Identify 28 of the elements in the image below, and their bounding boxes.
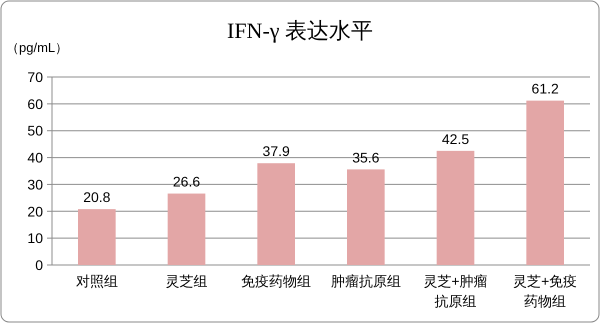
y-tick-label: 60 bbox=[27, 96, 44, 112]
y-tick-label: 0 bbox=[35, 257, 44, 273]
data-label: 26.6 bbox=[172, 174, 200, 190]
data-label: 61.2 bbox=[532, 80, 560, 97]
x-tick-label: 灵芝+免疫药物组 bbox=[513, 273, 578, 309]
x-tick-label: 对照组 bbox=[76, 273, 118, 289]
x-tick-label: 灵芝+肿瘤抗原组 bbox=[423, 273, 488, 309]
x-tick-label: 灵芝组 bbox=[166, 273, 208, 289]
y-axis-title: （pg/mL） bbox=[6, 40, 68, 55]
y-tick-label: 10 bbox=[27, 230, 44, 246]
y-tick-label: 70 bbox=[27, 69, 44, 85]
data-label: 37.9 bbox=[262, 143, 290, 160]
bar bbox=[168, 194, 206, 265]
bar bbox=[347, 169, 385, 265]
data-label: 42.5 bbox=[442, 130, 470, 147]
y-tick-label: 40 bbox=[27, 150, 44, 166]
chart-title: IFN-γ 表达水平 bbox=[227, 18, 373, 43]
data-label: 35.6 bbox=[352, 149, 380, 166]
y-tick-label: 30 bbox=[27, 176, 44, 192]
data-label: 20.8 bbox=[83, 189, 111, 206]
x-tick-label: 免疫药物组 bbox=[241, 273, 312, 289]
bar bbox=[526, 100, 564, 265]
x-tick-label: 肿瘤抗原组 bbox=[330, 273, 401, 289]
bar bbox=[436, 150, 474, 265]
bar bbox=[257, 163, 295, 265]
y-tick-label: 20 bbox=[27, 203, 44, 220]
bar bbox=[78, 209, 116, 265]
y-tick-label: 50 bbox=[27, 122, 44, 139]
